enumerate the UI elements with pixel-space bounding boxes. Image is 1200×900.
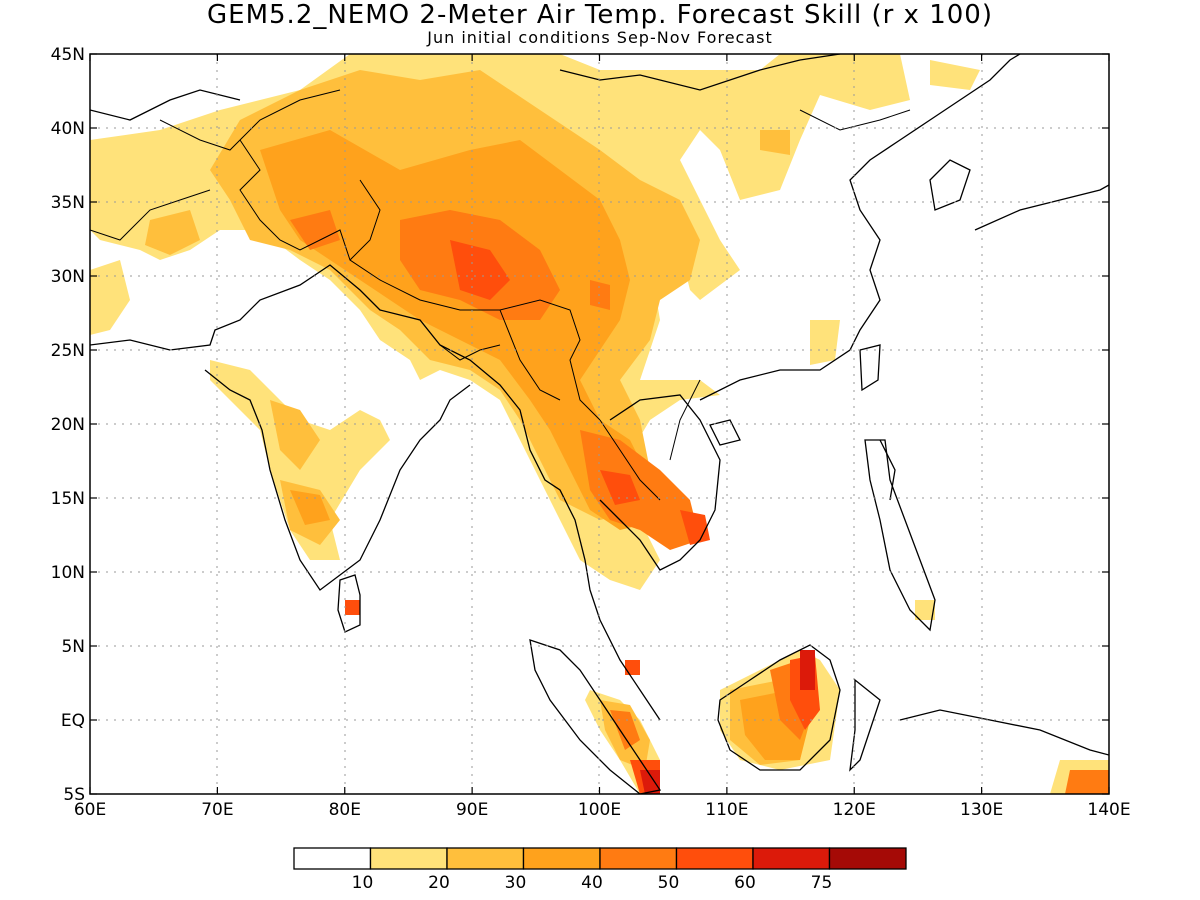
y-tick-label: 25N <box>51 341 85 361</box>
colorbar-label: 75 <box>811 873 833 893</box>
y-tick-label: 45N <box>51 45 85 65</box>
colorbar-swatch <box>752 847 831 870</box>
x-tick-label: 80E <box>329 800 361 820</box>
y-tick-label: 5N <box>61 637 85 657</box>
y-tick-label: 10N <box>51 563 85 583</box>
colorbar-label: 20 <box>428 873 450 893</box>
x-tick-label: 110E <box>705 800 748 820</box>
y-tick-label: 40N <box>51 119 85 139</box>
y-tick-label: 35N <box>51 193 85 213</box>
colorbar-swatch <box>293 847 372 870</box>
map-title: GEM5.2_NEMO 2-Meter Air Temp. Forecast S… <box>207 0 993 30</box>
map-subtitle: Jun initial conditions Sep-Nov Forecast <box>427 28 773 47</box>
colorbar-swatch <box>599 847 678 870</box>
country-borders <box>90 89 911 501</box>
coastlines <box>90 54 1109 794</box>
colorbar-label: 50 <box>658 873 680 893</box>
colorbar-label: 10 <box>352 873 374 893</box>
x-tick-label: 100E <box>578 800 621 820</box>
y-tick-label: EQ <box>61 711 85 731</box>
x-tick-label: 90E <box>456 800 488 820</box>
axis-ticks <box>89 53 1110 795</box>
colorbar-label: 40 <box>581 873 603 893</box>
axis-tick-labels: 60E 70E 80E 90E 100E 110E 120E 130E 140E 45N 40N 35… <box>51 45 1131 820</box>
x-tick-label: 140E <box>1087 800 1130 820</box>
skill-field <box>90 54 1109 794</box>
x-tick-label: 70E <box>201 800 233 820</box>
colorbar-swatch <box>369 847 448 870</box>
x-tick-label: 120E <box>833 800 876 820</box>
colorbar: 10 20 30 40 50 60 75 <box>293 847 907 893</box>
colorbar-swatch <box>828 847 907 870</box>
y-tick-label: 20N <box>51 415 85 435</box>
colorbar-label: 30 <box>505 873 527 893</box>
colorbar-label: 60 <box>734 873 756 893</box>
y-tick-label: 5S <box>63 785 85 805</box>
x-tick-label: 60E <box>74 800 106 820</box>
colorbar-swatch <box>522 847 601 870</box>
y-tick-label: 15N <box>51 489 85 509</box>
grid-lines <box>90 54 1109 794</box>
y-tick-label: 30N <box>51 267 85 287</box>
x-tick-label: 130E <box>960 800 1003 820</box>
skill-band-60-75 <box>640 650 815 794</box>
colorbar-swatch <box>446 847 525 870</box>
colorbar-swatch <box>675 847 754 870</box>
